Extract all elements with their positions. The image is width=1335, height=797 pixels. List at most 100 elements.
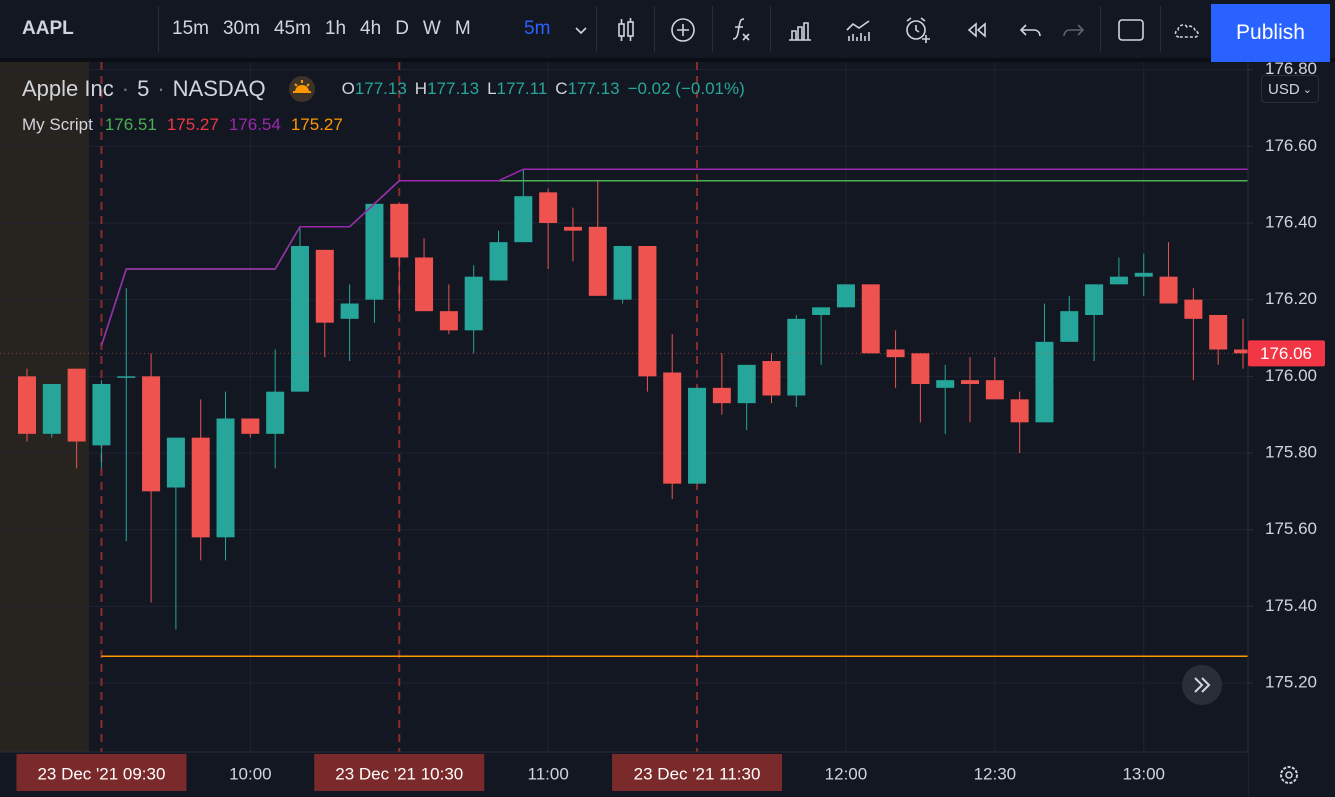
templates-button[interactable] xyxy=(785,15,815,45)
candle-body xyxy=(762,361,781,396)
y-tick-label: 176.20 xyxy=(1265,289,1317,308)
active-interval[interactable]: 5m xyxy=(524,18,551,39)
script-value: 176.51 xyxy=(104,115,157,134)
candle-body xyxy=(539,192,558,223)
plus-circle-icon xyxy=(671,18,695,42)
alert-button[interactable] xyxy=(902,15,932,45)
candle-body xyxy=(464,276,483,331)
indicators-button[interactable] xyxy=(726,15,756,45)
scroll-icon xyxy=(1194,677,1211,693)
alarm-icon xyxy=(906,17,930,43)
symbol[interactable]: AAPL xyxy=(22,18,74,39)
x-tick-label: 13:00 xyxy=(1122,764,1165,783)
cloud-icon xyxy=(1174,24,1199,38)
script-value: 176.54 xyxy=(228,115,281,134)
candle-body xyxy=(415,257,434,312)
y-tick-label: 175.60 xyxy=(1265,519,1317,538)
high-label: H xyxy=(414,79,428,98)
candle-body xyxy=(241,418,260,434)
y-tick-label: 176.80 xyxy=(1265,59,1317,78)
toolbar: AAPL 15m 30m 45m 1h 4h D W M 5m Publish xyxy=(0,0,1335,62)
open-value: 177.13 xyxy=(354,79,407,98)
interval[interactable]: 45m xyxy=(273,18,311,39)
candle-body xyxy=(613,246,632,300)
candle-body xyxy=(737,364,756,404)
candle-body xyxy=(266,391,285,434)
y-tick-label: 175.20 xyxy=(1265,672,1317,691)
dot: · xyxy=(157,76,165,101)
layout-button[interactable] xyxy=(1116,15,1146,45)
interval[interactable]: 30m xyxy=(222,18,260,39)
candle-body xyxy=(1035,341,1054,423)
interval[interactable]: W xyxy=(422,18,441,39)
redo-button[interactable] xyxy=(1058,15,1088,45)
bars-icon xyxy=(789,22,811,41)
session-label-bg xyxy=(612,754,783,791)
symbol-exchange: NASDAQ xyxy=(172,76,266,101)
candle-body xyxy=(688,387,707,484)
separator xyxy=(712,6,713,52)
interval[interactable]: D xyxy=(395,18,409,39)
interval[interactable]: M xyxy=(454,18,471,39)
interval[interactable]: 1h xyxy=(324,18,347,39)
interval-list: 15m 30m 45m 1h 4h D W M xyxy=(172,0,485,58)
change-value: −0.02 (−0.01%) xyxy=(627,79,745,98)
candle-body xyxy=(638,246,657,377)
y-tick-label: 175.80 xyxy=(1265,442,1317,461)
candle-body xyxy=(961,380,980,384)
script-name: My Script xyxy=(22,115,93,134)
candle-body xyxy=(812,307,831,315)
open-label: O xyxy=(341,79,355,98)
legend: Apple Inc · 5 · NASDAQ O 177.13 H 177.13 L… xyxy=(22,74,745,140)
candle-body xyxy=(166,437,185,488)
compare-button[interactable] xyxy=(668,15,698,45)
low-label: L xyxy=(487,79,497,98)
y-tick-label: 175.40 xyxy=(1265,596,1317,615)
currency-button[interactable]: USD ⌄ xyxy=(1261,75,1319,103)
candles-icon xyxy=(618,18,634,41)
y-tick-label: 176.00 xyxy=(1265,366,1317,385)
script-value: 175.27 xyxy=(166,115,219,134)
x-tick-label: 12:30 xyxy=(974,764,1017,783)
candle-body xyxy=(117,376,136,378)
session-label-bg xyxy=(16,754,187,791)
candle-body xyxy=(42,384,61,434)
script-row: My Script 176.51 175.27 176.54 175.27 xyxy=(22,110,745,140)
chart-type-button[interactable] xyxy=(611,15,641,45)
chevron-icon xyxy=(575,27,587,35)
interval-dropdown[interactable] xyxy=(566,15,596,45)
separator xyxy=(1160,6,1161,52)
settings-button[interactable] xyxy=(1280,766,1298,784)
candle-body xyxy=(191,437,210,538)
symbol-name: Apple Inc xyxy=(22,76,114,101)
candle-body xyxy=(1134,272,1153,277)
last-price-label: 176.06 xyxy=(1260,344,1312,363)
candle-body xyxy=(936,380,955,388)
dot: · xyxy=(121,76,130,101)
y-tick-label: 176.60 xyxy=(1265,136,1317,155)
interval[interactable]: 4h xyxy=(360,18,382,39)
interval[interactable]: 15m xyxy=(172,18,209,39)
square-icon xyxy=(1118,19,1144,41)
candle-body xyxy=(365,203,384,300)
alert-chart-button[interactable] xyxy=(843,15,873,45)
line-bars-icon xyxy=(846,20,870,41)
low-value: 177.11 xyxy=(496,79,548,98)
replay-button[interactable] xyxy=(961,15,991,45)
candle-body xyxy=(67,368,86,442)
rewind-icon xyxy=(967,22,986,38)
candle-body xyxy=(1184,299,1203,319)
undo-button[interactable] xyxy=(1016,15,1046,45)
chevron: ⌄ xyxy=(1302,83,1312,96)
save-button[interactable] xyxy=(1172,15,1202,45)
separator xyxy=(770,6,771,52)
fx-icon xyxy=(732,18,750,41)
candle-body xyxy=(514,196,533,243)
publish-button[interactable]: Publish xyxy=(1211,4,1330,62)
candle-body xyxy=(1109,276,1128,285)
session-label: 23 Dec '21 11:30 xyxy=(634,764,761,783)
candle-body xyxy=(911,353,930,384)
x-tick-label: 10:00 xyxy=(229,764,272,783)
indicator-line xyxy=(100,168,1248,346)
